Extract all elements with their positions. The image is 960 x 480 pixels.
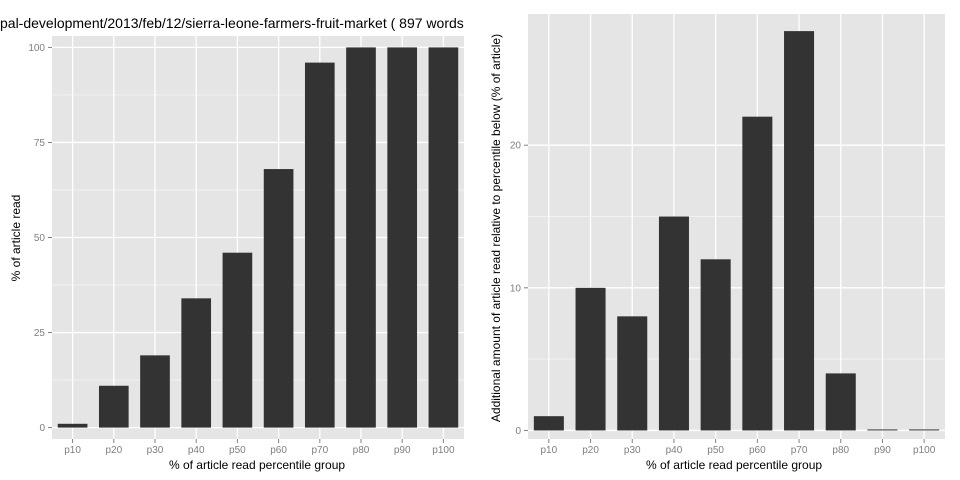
right-x-tick-label: p50 [707,445,724,456]
right-x-tick-label: p30 [624,445,641,456]
right-bar-p40 [658,216,689,431]
right-bar-p50 [700,259,731,431]
right-bar-p10 [533,416,564,431]
left-chart: 0 25 50 75 100 p10 p20 p30 p40 p50 p60 p70 p80 p90 p10… [28,36,464,456]
right-x-tick-label: p10 [541,445,558,456]
left-x-tick-label: p60 [270,445,287,456]
left-bar-p100 [428,47,459,428]
left-y-tick-label: 25 [34,328,46,339]
right-y-axis-title: Additional amount of article read relati… [489,34,503,422]
right-bar-p60 [742,116,773,431]
right-x-tick-label: p20 [582,445,599,456]
right-chart: 0 10 20 p10 p20 p30 p40 p50 p60 p70 p80 p90 p100 [510,14,945,456]
right-bar-p100 [909,429,940,431]
left-y-tick-label: 50 [34,233,46,244]
left-x-axis-title: % of article read percentile group [169,458,345,472]
left-bar-p20 [98,385,129,428]
chart-title: pal-development/2013/feb/12/sierra-leone… [0,15,464,31]
left-x-tick-label: p70 [311,445,328,456]
left-bar-p60 [263,169,294,428]
left-bar-p80 [346,47,376,428]
left-x-tick-label: p80 [353,445,370,456]
right-x-tick-label: p90 [874,445,891,456]
left-bar-p10 [57,423,88,428]
right-bar-p20 [575,287,606,431]
left-bar-p30 [140,355,170,428]
left-bar-p70 [304,62,335,428]
left-y-tick-label: 0 [39,423,45,434]
left-x-tick-label: p100 [432,445,455,456]
left-y-axis-title: % of article read [9,195,23,282]
left-x-tick-label: p40 [188,445,205,456]
left-x-tick-label: p30 [147,445,164,456]
right-y-tick-label: 10 [510,283,522,294]
right-x-tick-label: p60 [749,445,766,456]
left-y-tick-label: 100 [28,43,45,54]
right-y-tick-label: 0 [515,426,521,437]
left-x-tick-label: p10 [64,445,81,456]
left-bar-p50 [222,252,253,428]
right-bar-p30 [617,316,648,431]
right-bar-p90 [867,429,898,431]
left-x-tick-label: p20 [105,445,122,456]
left-x-tick-label: p90 [394,445,411,456]
right-x-axis-title: % of article read percentile group [646,458,822,472]
right-x-tick-label: p80 [832,445,849,456]
right-x-tick-label: p100 [913,445,936,456]
right-bar-p80 [825,373,856,431]
right-y-tick-label: 20 [510,141,522,152]
left-bar-p40 [181,298,212,428]
right-x-tick-label: p70 [791,445,808,456]
left-x-tick-label: p50 [229,445,246,456]
left-y-tick-label: 75 [34,138,46,149]
right-bar-p70 [784,31,815,431]
right-x-tick-label: p40 [666,445,683,456]
left-bar-p90 [387,47,418,428]
